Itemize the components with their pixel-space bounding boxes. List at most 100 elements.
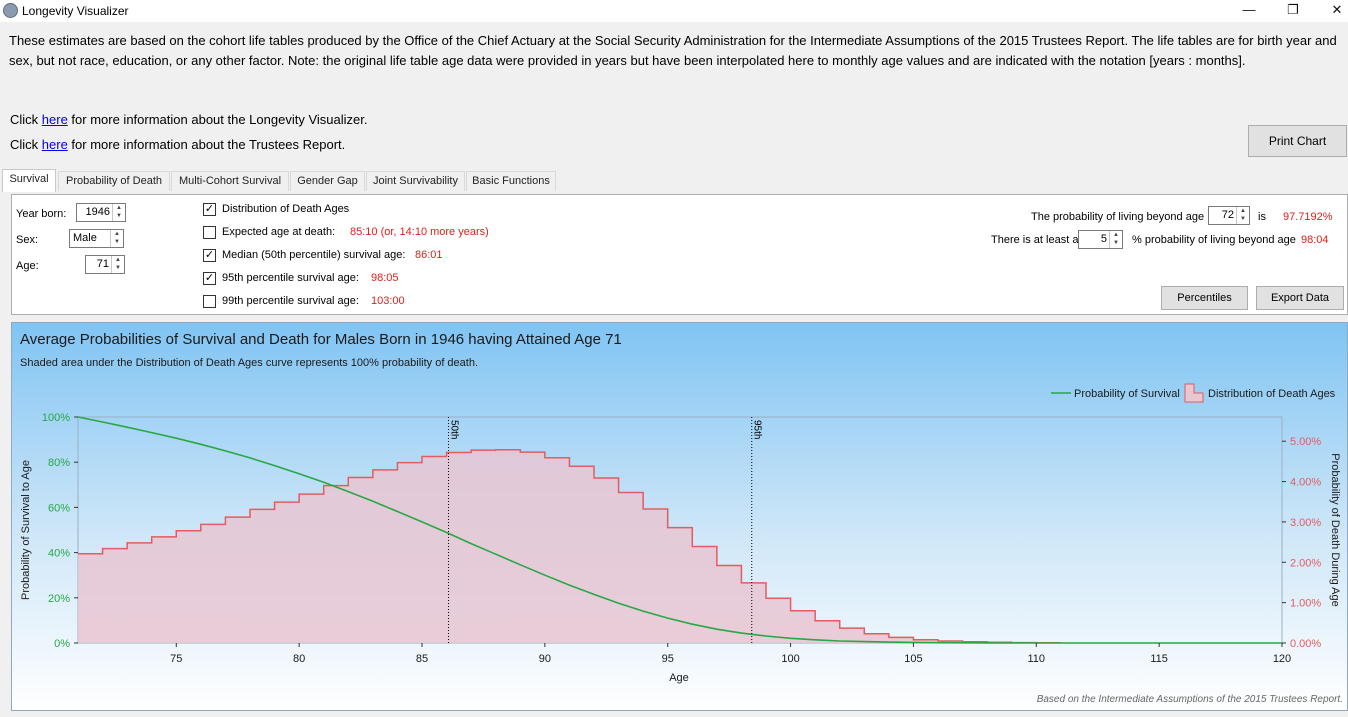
y-right-tick-label: 4.00% xyxy=(1290,477,1321,489)
survival-line xyxy=(77,416,1282,644)
title-bar: Longevity Visualizer — ❐ ✕ xyxy=(0,0,1348,22)
chart-footnote: Based on the Intermediate Assumptions of… xyxy=(1037,694,1343,705)
info-prefix: Click xyxy=(10,112,42,127)
visualizer-info-link[interactable]: here xyxy=(41,112,68,127)
sex-value: Male xyxy=(73,232,97,244)
y-axis-right-label: Probability of Death During Age xyxy=(1329,453,1341,606)
x-tick-label: 110 xyxy=(1028,653,1046,665)
age-value: 71 xyxy=(96,258,109,270)
expected-age-checkbox[interactable] xyxy=(203,226,216,239)
y-left-tick-label: 0% xyxy=(54,638,70,650)
x-tick-label: 100 xyxy=(781,653,799,665)
trustees-info-link[interactable]: here xyxy=(41,137,68,152)
percentile-marker-label: 50th xyxy=(449,420,460,439)
chart-subtitle: Shaded area under the Distribution of De… xyxy=(20,357,478,369)
y-left-tick-label: 40% xyxy=(48,548,70,560)
tab-basic-functions[interactable]: Basic Functions xyxy=(466,171,556,191)
age-label: Age: xyxy=(16,260,39,272)
y-left-tick-label: 20% xyxy=(48,593,70,605)
y-left-tick-label: 80% xyxy=(48,457,70,469)
spin-arrows-icon[interactable]: ▲ ▼ xyxy=(112,204,125,221)
spin-arrows-icon[interactable]: ▲ ▼ xyxy=(111,256,124,273)
legend-death-swatch xyxy=(1184,383,1204,403)
percent-value: 5 xyxy=(1100,233,1107,245)
info-suffix: for more information about the Trustees … xyxy=(67,137,346,152)
close-button[interactable]: ✕ xyxy=(1331,2,1343,17)
y-right-tick-label: 2.00% xyxy=(1290,557,1321,569)
beyond-age-value: 72 xyxy=(1221,209,1234,221)
spin-arrows-icon[interactable]: ▲ ▼ xyxy=(1109,231,1122,248)
info-line-trustees: Click here for more information about th… xyxy=(10,137,345,152)
tab-probability-of-death[interactable]: Probability of Death xyxy=(58,171,170,191)
y-right-tick-label: 3.00% xyxy=(1290,517,1321,529)
info-line-visualizer: Click here for more information about th… xyxy=(10,112,367,127)
percent-beyond-label: % probability of living beyond age xyxy=(1132,234,1296,246)
survival-panel: Year born: 1946 ▲ ▼ Sex: Male ▲ ▼ Age: 71 … xyxy=(11,194,1348,315)
year-born-spinner[interactable]: 1946 ▲ ▼ xyxy=(76,203,126,222)
spin-arrows-icon[interactable]: ▲ ▼ xyxy=(110,230,123,247)
percentile-marker-label: 95th xyxy=(752,420,763,439)
y-left-tick-label: 60% xyxy=(48,502,70,514)
distribution-checkbox[interactable]: ✓ xyxy=(203,203,216,216)
percent-spinner[interactable]: 5 ▲ ▼ xyxy=(1078,230,1123,249)
at-least-label: There is at least a xyxy=(991,234,1079,246)
x-tick-label: 95 xyxy=(662,653,674,665)
export-data-button[interactable]: Export Data xyxy=(1256,286,1344,310)
x-tick-label: 90 xyxy=(539,653,551,665)
x-tick-label: 85 xyxy=(416,653,428,665)
median-checkbox[interactable]: ✓ xyxy=(203,249,216,262)
spin-arrows-icon[interactable]: ▲ ▼ xyxy=(1236,207,1249,224)
percentiles-button[interactable]: Percentiles xyxy=(1161,286,1248,310)
y-right-tick-label: 5.00% xyxy=(1290,436,1321,448)
x-tick-label: 75 xyxy=(170,653,182,665)
beyond-age-spinner[interactable]: 72 ▲ ▼ xyxy=(1208,206,1250,225)
y-axis-left-label: Probability of Survival to Age xyxy=(20,460,32,600)
intro-text: These estimates are based on the cohort … xyxy=(9,33,1337,68)
legend-survival-label: Probability of Survival xyxy=(1074,388,1180,400)
p99-checkbox[interactable] xyxy=(203,295,216,308)
chart-area: Average Probabilities of Survival and De… xyxy=(11,322,1348,711)
info-suffix: for more information about the Longevity… xyxy=(67,112,368,127)
year-born-value: 1946 xyxy=(85,206,110,218)
death-distribution-area xyxy=(78,449,1061,643)
x-axis-label: Age xyxy=(669,672,689,684)
y-left-tick-label: 100% xyxy=(42,412,70,424)
year-born-label: Year born: xyxy=(16,208,67,220)
expected-age-value: 85:10 (or, 14:10 more years) xyxy=(350,226,489,238)
window-title: Longevity Visualizer xyxy=(22,4,129,18)
p95-value: 98:05 xyxy=(371,272,399,284)
median-label: Median (50th percentile) survival age: xyxy=(222,249,406,261)
prob-beyond-value: 97.7192% xyxy=(1283,211,1333,223)
x-tick-label: 115 xyxy=(1150,653,1168,665)
x-tick-label: 105 xyxy=(904,653,922,665)
x-tick-label: 80 xyxy=(293,653,305,665)
sex-select[interactable]: Male ▲ ▼ xyxy=(69,229,124,248)
is-label: is xyxy=(1258,211,1266,223)
x-tick-label: 120 xyxy=(1273,653,1291,665)
p95-checkbox[interactable]: ✓ xyxy=(203,272,216,285)
percent-beyond-value: 98:04 xyxy=(1301,234,1329,246)
minimize-button[interactable]: — xyxy=(1242,2,1256,17)
distribution-label: Distribution of Death Ages xyxy=(222,203,350,215)
tab-survival[interactable]: Survival xyxy=(2,169,56,192)
p99-label: 99th percentile survival age: xyxy=(222,295,359,307)
legend-death-label: Distribution of Death Ages xyxy=(1208,388,1336,400)
p99-value: 103:00 xyxy=(371,295,405,307)
app-icon xyxy=(3,3,18,18)
tab-joint-survivability[interactable]: Joint Survivability xyxy=(366,171,465,191)
tab-multi-cohort-survival[interactable]: Multi-Cohort Survival xyxy=(171,171,289,191)
median-value: 86:01 xyxy=(415,249,443,261)
sex-label: Sex: xyxy=(16,234,39,246)
chart-title: Average Probabilities of Survival and De… xyxy=(20,331,622,348)
expected-age-label: Expected age at death: xyxy=(222,226,336,238)
info-prefix: Click xyxy=(10,137,42,152)
maximize-button[interactable]: ❐ xyxy=(1287,2,1299,17)
print-chart-button[interactable]: Print Chart xyxy=(1248,125,1347,157)
age-spinner[interactable]: 71 ▲ ▼ xyxy=(85,255,125,274)
y-right-tick-label: 1.00% xyxy=(1290,598,1321,610)
p95-label: 95th percentile survival age: xyxy=(222,272,359,284)
y-right-tick-label: 0.00% xyxy=(1290,638,1321,650)
prob-beyond-label: The probability of living beyond age xyxy=(1031,211,1205,223)
tab-gender-gap[interactable]: Gender Gap xyxy=(290,171,365,191)
death-distribution-line xyxy=(78,448,1061,644)
